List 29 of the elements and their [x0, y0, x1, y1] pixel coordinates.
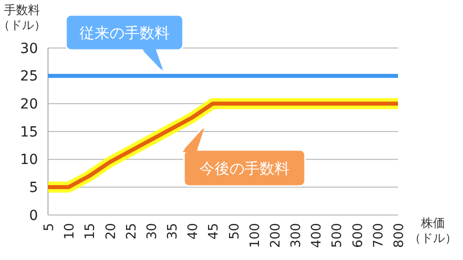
x-tick-label: 700: [371, 223, 386, 248]
x-tick-label: 10: [62, 223, 78, 240]
y-tick-label: 15: [20, 124, 38, 140]
x-tick-label: 45: [206, 223, 222, 240]
y-axis-title: 手数料（ドル）: [0, 3, 46, 32]
x-tick-label: 20: [104, 223, 119, 240]
x-tick-label: 5: [42, 223, 57, 232]
y-tick-label: 25: [20, 68, 38, 85]
x-tick-label: 400: [310, 223, 325, 248]
x-tick-label: 800: [392, 223, 407, 248]
x-tick-label: 15: [83, 223, 98, 240]
y-tick-label: 20: [20, 96, 38, 113]
y-tick-label: 5: [29, 180, 38, 196]
x-axis-title: 株価（ドル）: [409, 216, 457, 245]
x-tick-label: 200: [268, 223, 284, 248]
x-tick-label: 25: [124, 223, 140, 240]
x-tick-label: 35: [166, 223, 181, 240]
y-tick-label: 10: [20, 152, 38, 168]
x-tick-label: 50: [227, 223, 242, 240]
text: 今後の手数料: [200, 159, 290, 178]
x-tick-label: 500: [330, 223, 346, 248]
x-tick-label: 40: [186, 223, 202, 240]
y-tick-label: 30: [20, 40, 38, 57]
x-tick-label: 300: [289, 223, 304, 248]
text: 従来の手数料: [80, 24, 170, 42]
x-tick-label: 100: [248, 223, 263, 248]
y-tick-label: 0: [29, 208, 38, 224]
x-tick-label: 30: [144, 223, 160, 240]
x-tick-label: 600: [350, 223, 366, 248]
